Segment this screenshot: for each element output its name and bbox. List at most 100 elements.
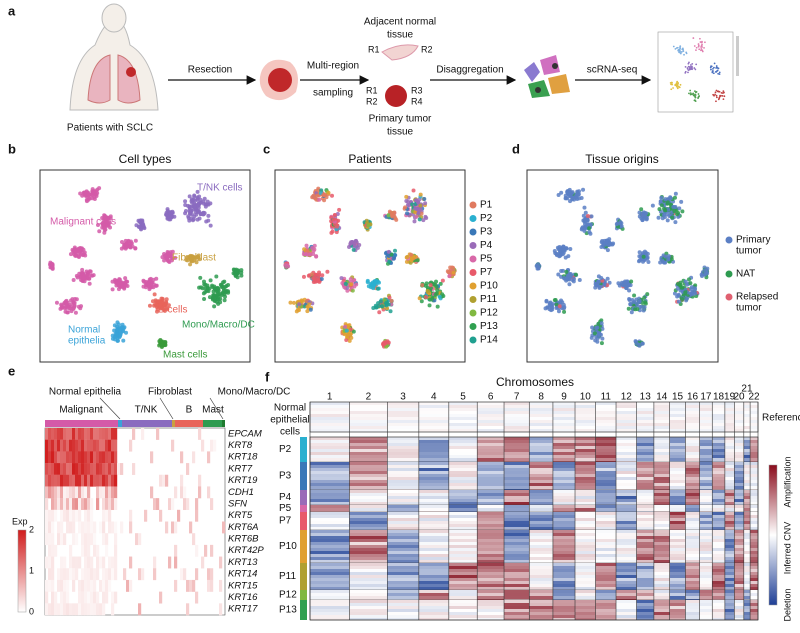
- cnv-cell: [699, 560, 713, 563]
- cnv-cell: [529, 530, 553, 533]
- cnv-cell: [575, 465, 596, 468]
- cnv-cell: [310, 462, 350, 465]
- cnv-cell: [448, 578, 478, 581]
- cnv-cell: [595, 512, 617, 515]
- heat-cell: [219, 556, 223, 569]
- cnv-cell: [504, 590, 530, 593]
- cell-point: [427, 303, 432, 308]
- cnv-cell: [712, 545, 725, 548]
- cnv-cell: [529, 596, 553, 599]
- cnv-cell: [504, 524, 530, 527]
- cnv-cell: [724, 437, 735, 440]
- heat-cell: [48, 486, 52, 499]
- cnv-cell: [750, 521, 758, 524]
- cnv-cell: [529, 499, 553, 502]
- heat-cell: [72, 486, 76, 499]
- heat-cell: [78, 486, 82, 499]
- heat-cell: [81, 544, 85, 557]
- chromosome-label: 20: [734, 392, 746, 403]
- cnv-cell: [418, 618, 449, 620]
- gene-label: KRT15: [228, 580, 258, 591]
- cnv-cell: [575, 443, 596, 446]
- cnv-cell: [349, 502, 388, 505]
- row-label: cells: [280, 427, 300, 438]
- cnv-cell: [685, 612, 700, 615]
- cnv-cell: [653, 584, 670, 587]
- cell-point: [545, 305, 550, 310]
- cnv-cell: [595, 587, 617, 590]
- cnv-cell: [699, 557, 713, 560]
- heat-cell: [81, 451, 85, 464]
- cell-point: [702, 272, 707, 277]
- cnv-cell: [750, 465, 758, 468]
- heat-cell: [96, 556, 100, 569]
- cnv-cell: [712, 443, 725, 446]
- heat-cell: [189, 579, 193, 592]
- cnv-cell: [669, 551, 686, 554]
- heat-cell: [165, 474, 169, 487]
- cnv-cell: [653, 596, 670, 599]
- cnv-cell: [699, 536, 713, 539]
- heat-cell: [66, 451, 70, 464]
- cnv-cell: [636, 606, 654, 609]
- cnv-cell: [595, 572, 617, 575]
- mini-point: [710, 65, 713, 68]
- cnv-cell: [552, 408, 576, 411]
- cnv-cell: [529, 437, 553, 440]
- cnv-cell: [387, 461, 419, 462]
- heat-cell: [180, 486, 184, 499]
- cnv-cell: [636, 411, 654, 414]
- mini-point: [687, 71, 689, 74]
- cnv-cell: [552, 480, 576, 483]
- cell-point: [434, 279, 439, 284]
- cnv-cell: [418, 593, 449, 596]
- cnv-cell: [669, 496, 686, 499]
- cnv-cell: [734, 493, 744, 496]
- cnv-cell: [595, 490, 617, 493]
- heat-cell: [45, 603, 49, 616]
- cnv-cell: [699, 530, 713, 533]
- heat-cell: [51, 439, 55, 452]
- cell-point: [556, 192, 561, 197]
- heat-cell: [69, 521, 73, 534]
- cnv-cell: [712, 563, 725, 566]
- cnv-cell: [724, 402, 735, 405]
- cnv-cell: [743, 502, 751, 505]
- cnv-cell: [387, 548, 419, 551]
- cnv-cell: [699, 405, 713, 408]
- cell-point: [187, 208, 192, 213]
- patient-label: P3: [279, 471, 292, 482]
- cnv-cell: [310, 483, 350, 486]
- cell-point: [192, 255, 197, 260]
- cell-point: [337, 207, 342, 212]
- cnv-cell: [712, 542, 725, 545]
- heat-cell: [96, 451, 100, 464]
- cnv-cell: [653, 408, 670, 411]
- cnv-cell: [685, 402, 700, 405]
- heat-cell: [63, 591, 67, 604]
- cnv-cell: [724, 426, 735, 429]
- cnv-cell: [418, 489, 449, 490]
- heat-cell: [54, 474, 58, 487]
- cnv-cell: [750, 539, 758, 542]
- heat-cell: [60, 509, 64, 522]
- cnv-cell: [418, 496, 449, 499]
- cnv-cell: [448, 414, 478, 417]
- heat-cell: [57, 451, 61, 464]
- mini-point: [697, 93, 700, 95]
- cnv-cell: [734, 429, 744, 432]
- cnv-cell: [349, 461, 388, 462]
- cnv-cell: [310, 554, 350, 557]
- cnv-cell: [552, 603, 576, 606]
- cnv-cell: [734, 539, 744, 542]
- cnv-cell: [699, 474, 713, 477]
- cnv-cell: [418, 548, 449, 551]
- mini-point: [685, 52, 688, 55]
- heat-cell: [105, 591, 109, 604]
- cnv-cell: [724, 548, 735, 551]
- cnv-cell: [310, 566, 350, 569]
- heat-cell: [129, 579, 133, 592]
- heat-cell: [54, 486, 58, 499]
- cnv-cell: [387, 596, 419, 599]
- cnv-cell: [636, 417, 654, 420]
